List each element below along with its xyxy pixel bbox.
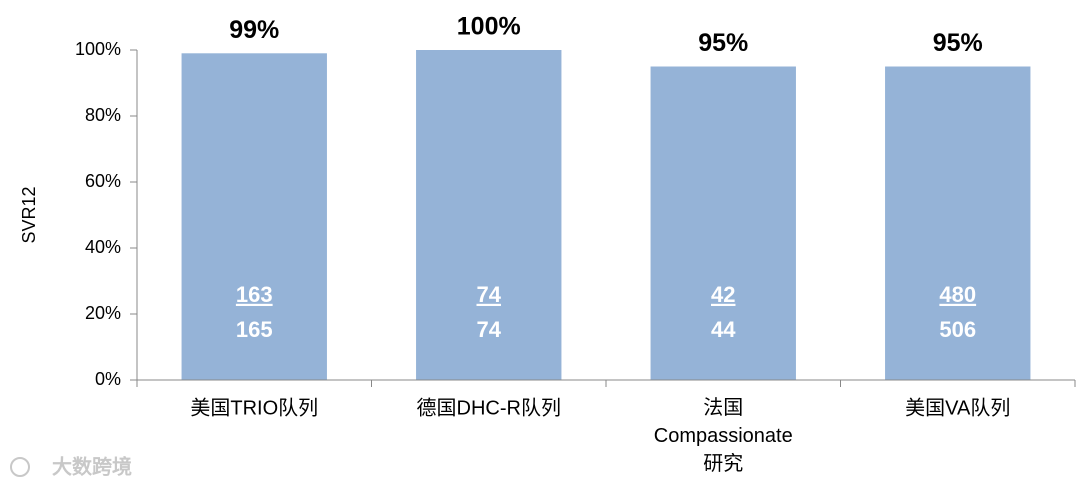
y-tick-label: 60%	[85, 171, 121, 191]
bar	[416, 50, 562, 380]
bar	[181, 53, 327, 381]
watermark: 大数跨境	[52, 454, 132, 478]
value-label: 95%	[933, 29, 983, 57]
y-tick-label: 40%	[85, 237, 121, 257]
numerator: 163	[236, 282, 273, 307]
numerator: 42	[711, 282, 735, 307]
y-tick-label: 100%	[75, 39, 121, 59]
bar	[650, 66, 796, 380]
y-tick-label: 20%	[85, 303, 121, 323]
watermark-icon	[10, 457, 30, 477]
bar	[885, 66, 1031, 380]
denominator: 44	[711, 317, 736, 342]
numerator: 74	[477, 282, 502, 307]
y-tick-label: 0%	[95, 369, 121, 389]
y-tick-label: 80%	[85, 105, 121, 125]
denominator: 165	[236, 317, 273, 342]
x-tick-label: 美国TRIO队列	[190, 396, 318, 419]
x-tick-label: 法国 Compassionate 研究	[654, 396, 793, 475]
x-tick-label: 德国DHC-R队列	[417, 396, 561, 419]
denominator: 74	[477, 317, 502, 342]
value-label: 99%	[229, 16, 279, 44]
value-label: 100%	[457, 13, 521, 41]
y-axis-label: SVR12	[19, 186, 39, 243]
x-tick-label: 美国VA队列	[905, 396, 1010, 419]
value-label: 95%	[698, 29, 748, 57]
denominator: 506	[939, 317, 976, 342]
numerator: 480	[939, 282, 976, 307]
